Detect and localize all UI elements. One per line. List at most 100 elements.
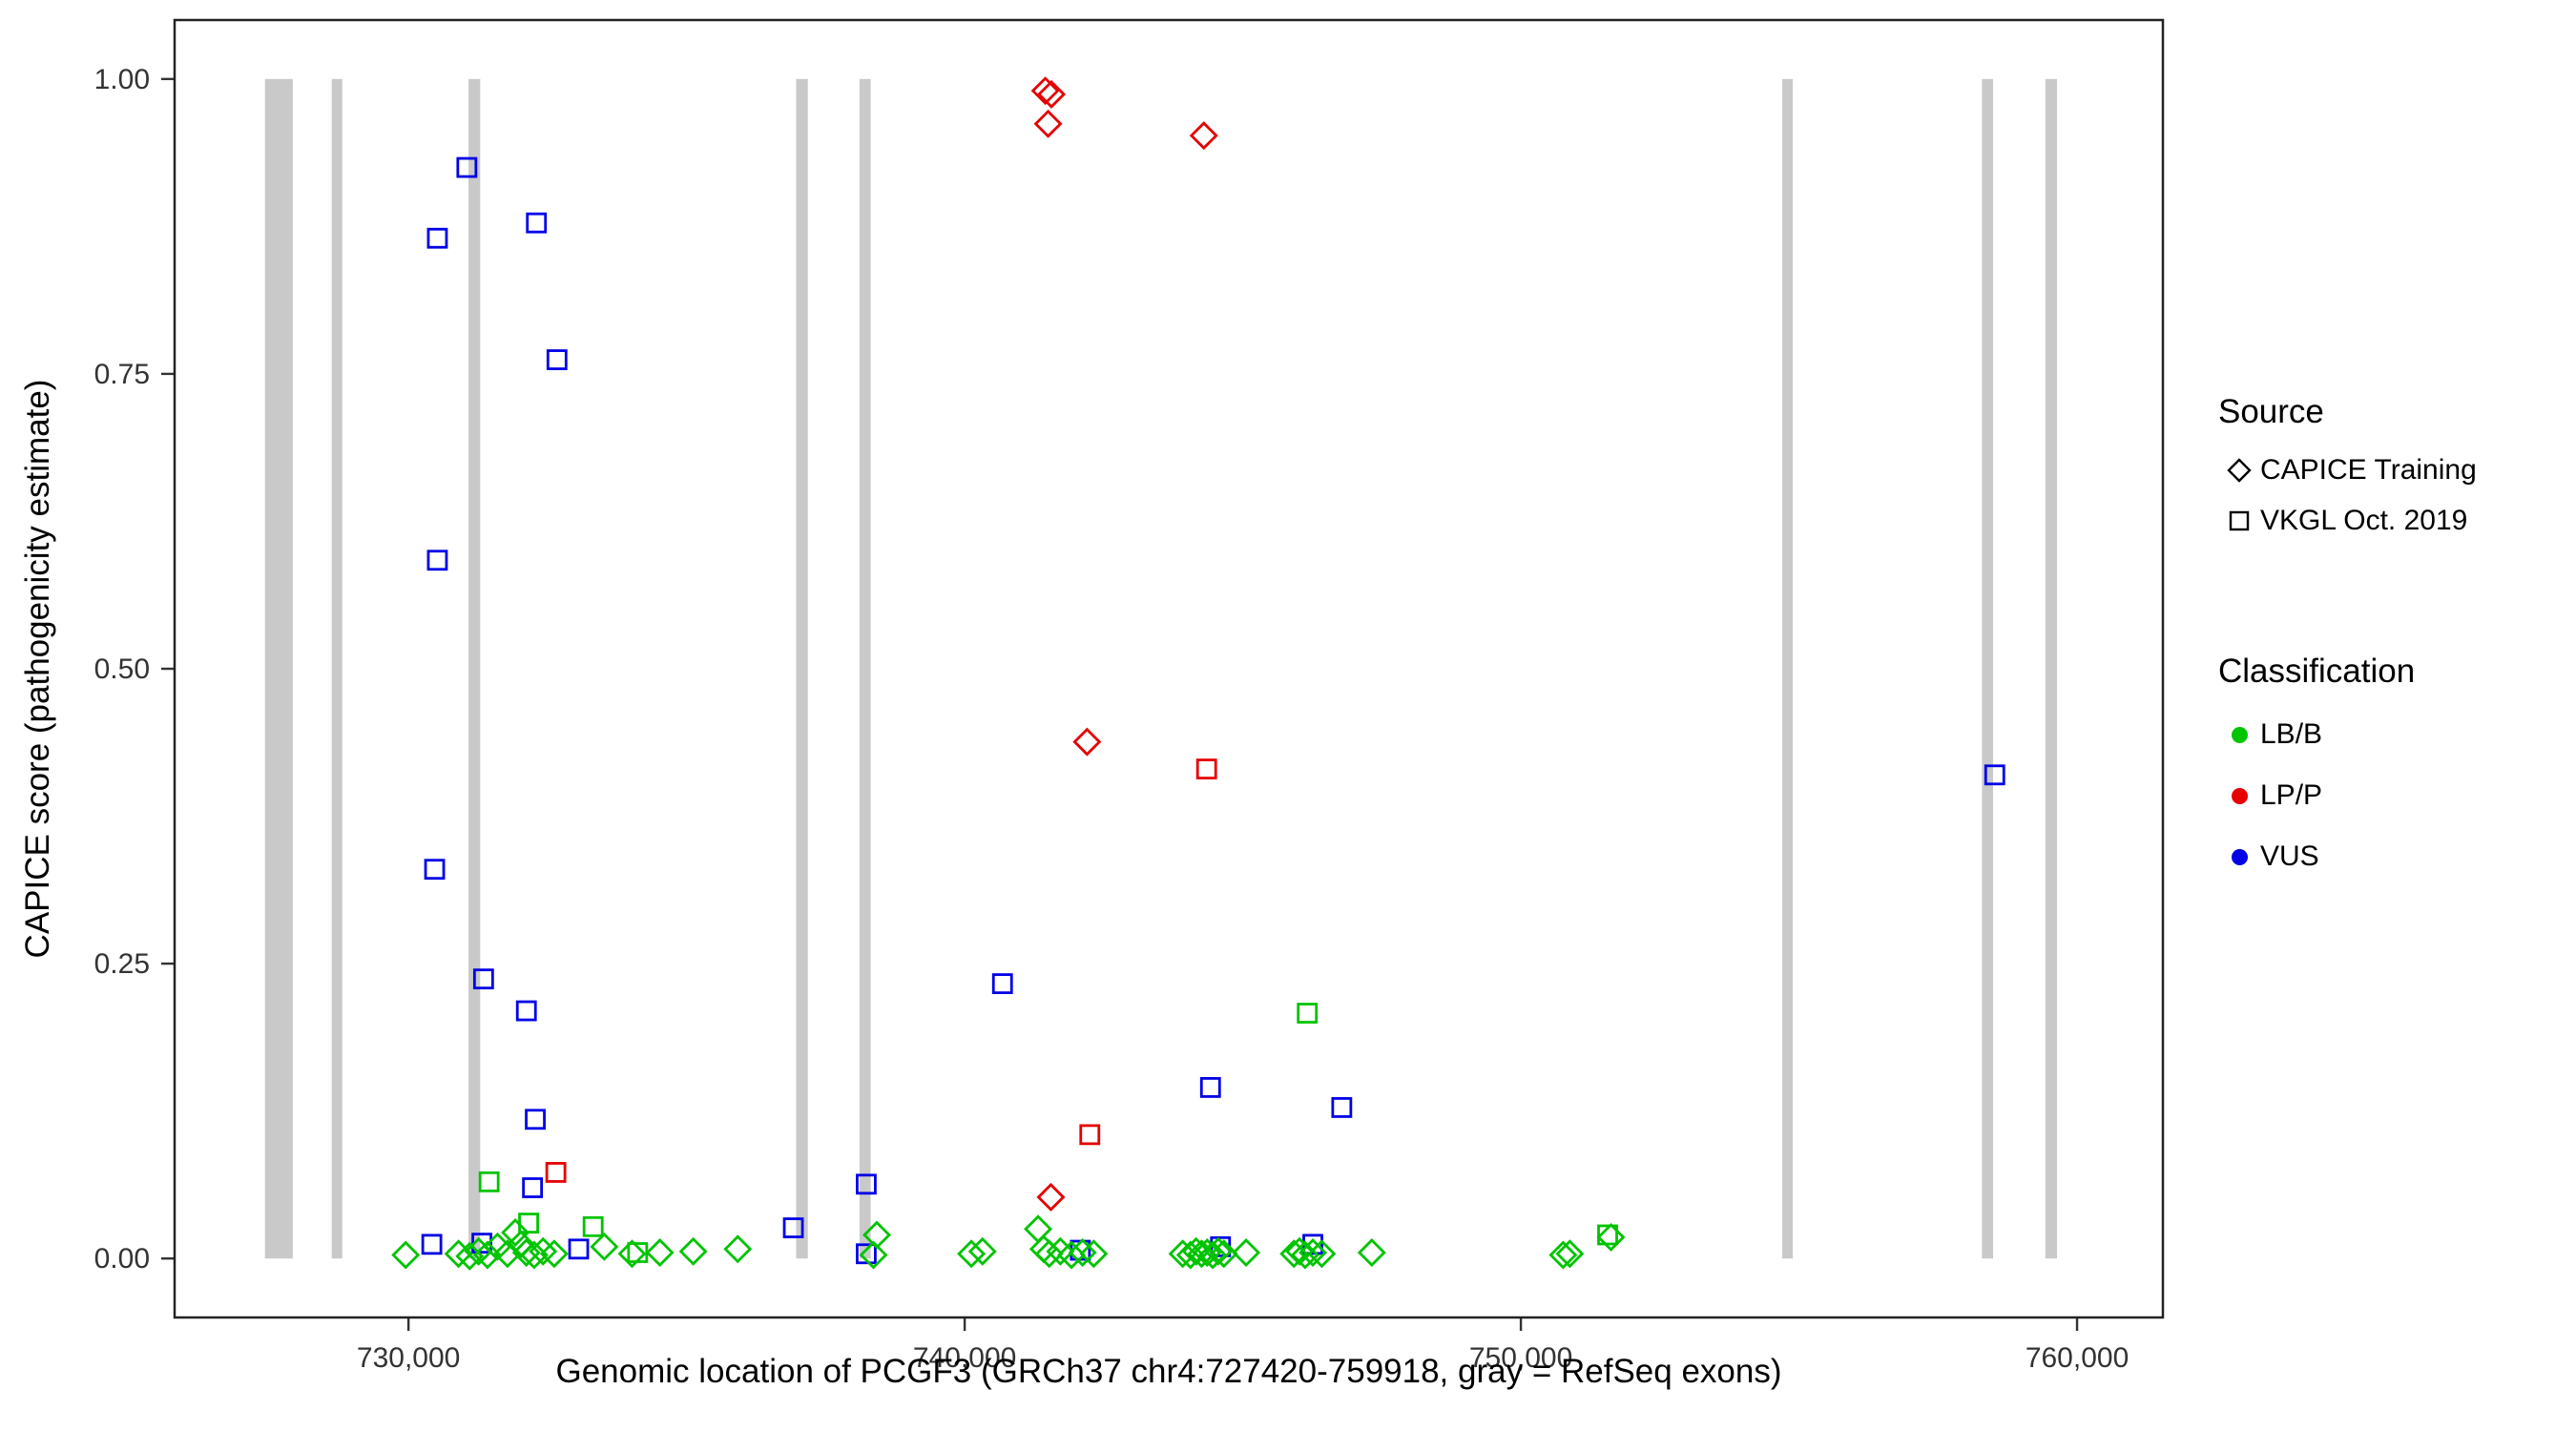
- legend-source-title: Source: [2218, 393, 2324, 430]
- legend-item-lpp: LP/P: [2218, 765, 2477, 826]
- data-point-diamond: [1298, 1238, 1328, 1267]
- data-point-diamond: [617, 1239, 647, 1269]
- data-point-square: [1199, 1077, 1221, 1098]
- legend-source: Source CAPICE Training VKGL Oct. 2019: [2218, 393, 2477, 546]
- data-point-square: [522, 1177, 544, 1198]
- data-point-square: [472, 968, 494, 990]
- data-point-diamond: [539, 1239, 569, 1269]
- data-point-diamond: [1307, 1239, 1337, 1269]
- data-point-square: [1984, 764, 2005, 786]
- data-point-diamond: [1068, 1238, 1097, 1267]
- exon-bar: [859, 78, 871, 1259]
- data-point-diamond: [1079, 1239, 1109, 1269]
- exon-bar: [331, 78, 343, 1259]
- data-point-diamond: [529, 1236, 558, 1266]
- data-point-diamond: [1198, 1240, 1228, 1270]
- y-tick-label: 0.75: [94, 359, 150, 390]
- exon-bar: [2045, 78, 2058, 1259]
- data-point-diamond: [967, 1236, 997, 1266]
- data-point-diamond: [506, 1230, 535, 1259]
- x-tick-label: 730,000: [357, 1342, 460, 1374]
- data-point-diamond: [519, 1240, 549, 1270]
- data-point-square: [526, 212, 548, 234]
- data-point-diamond: [1037, 79, 1067, 109]
- data-point-square: [456, 156, 478, 178]
- legend-item-label: CAPICE Training: [2260, 453, 2477, 486]
- x-axis-title: Genomic location of PCGF3 (GRCh37 chr4:7…: [555, 1353, 1782, 1390]
- data-point-square: [525, 1109, 546, 1130]
- exon-bar: [468, 78, 481, 1259]
- panel-background: [175, 20, 2163, 1317]
- panel-border: [173, 18, 2165, 1319]
- data-point-diamond: [1285, 1236, 1315, 1266]
- data-point-square: [1297, 1003, 1319, 1024]
- diamond-icon: [2218, 456, 2260, 485]
- data-point-square: [426, 550, 448, 571]
- exon-bar: [1982, 78, 1994, 1259]
- exon-bar: [796, 78, 808, 1259]
- data-point-square: [1597, 1224, 1618, 1246]
- x-tick-label: 740,000: [913, 1342, 1016, 1374]
- data-point-diamond: [1232, 1238, 1261, 1267]
- data-point-diamond: [1181, 1236, 1211, 1266]
- y-tick-label: 1.00: [94, 64, 150, 95]
- legend-item-label: LB/B: [2260, 718, 2323, 750]
- data-point-diamond: [645, 1238, 675, 1267]
- data-point-diamond: [590, 1232, 619, 1261]
- legend-item-vkgl: VKGL Oct. 2019: [2218, 495, 2477, 546]
- legend-item-vus: VUS: [2218, 826, 2477, 887]
- data-point-square: [582, 1215, 604, 1237]
- exon-bar: [264, 78, 293, 1259]
- exon-bar: [1782, 78, 1794, 1259]
- data-point-diamond: [472, 1240, 502, 1270]
- data-point-diamond: [723, 1234, 753, 1264]
- data-point-square: [1331, 1097, 1353, 1118]
- data-point-square: [546, 349, 568, 370]
- data-point-diamond: [1548, 1240, 1578, 1270]
- data-point-diamond: [678, 1236, 708, 1266]
- data-point-diamond: [1189, 121, 1218, 151]
- legend-item-label: VUS: [2260, 840, 2319, 872]
- data-point-square: [782, 1217, 804, 1238]
- data-point-square: [856, 1243, 877, 1265]
- data-point-square: [1079, 1124, 1101, 1146]
- data-point-diamond: [1036, 1182, 1066, 1212]
- legend-item-label: LP/P: [2260, 779, 2323, 811]
- data-point-diamond: [1357, 1238, 1386, 1267]
- data-point-diamond: [1596, 1222, 1626, 1252]
- x-tick-label: 760,000: [2025, 1342, 2129, 1374]
- legend-item-label: VKGL Oct. 2019: [2260, 504, 2468, 536]
- red-dot-icon: [2218, 787, 2260, 804]
- data-point-diamond: [501, 1218, 530, 1247]
- data-point-diamond: [1072, 727, 1102, 757]
- data-point-diamond: [1203, 1236, 1233, 1266]
- data-point-diamond: [1209, 1239, 1238, 1269]
- data-point-diamond: [1034, 1239, 1064, 1269]
- blue-dot-icon: [2218, 848, 2260, 865]
- y-tick-label: 0.00: [94, 1243, 150, 1275]
- data-point-square: [856, 1173, 877, 1195]
- data-point-diamond: [1030, 76, 1060, 106]
- green-dot-icon: [2218, 726, 2260, 743]
- legend-item-capice-training: CAPICE Training: [2218, 445, 2477, 495]
- data-point-diamond: [859, 1240, 888, 1270]
- legend-classification-title: Classification: [2218, 653, 2416, 690]
- legend-classification: Classification LB/B LP/P VUS: [2218, 653, 2477, 887]
- data-point-diamond: [1555, 1239, 1585, 1269]
- y-tick-label: 0.25: [94, 948, 150, 980]
- data-point-square: [515, 1000, 537, 1022]
- data-point-square: [424, 859, 446, 881]
- data-point-square: [991, 973, 1013, 995]
- data-point-diamond: [1175, 1240, 1205, 1270]
- data-point-square: [545, 1162, 567, 1183]
- y-axis-title: CAPICE score (pathogenicity estimate): [19, 379, 56, 959]
- data-point-diamond: [1187, 1239, 1216, 1269]
- data-point-diamond: [957, 1239, 987, 1269]
- data-point-square: [426, 227, 448, 249]
- data-point-diamond: [391, 1240, 421, 1270]
- data-point-diamond: [1057, 1240, 1087, 1270]
- square-icon: [2218, 507, 2260, 535]
- data-point-square: [568, 1238, 590, 1260]
